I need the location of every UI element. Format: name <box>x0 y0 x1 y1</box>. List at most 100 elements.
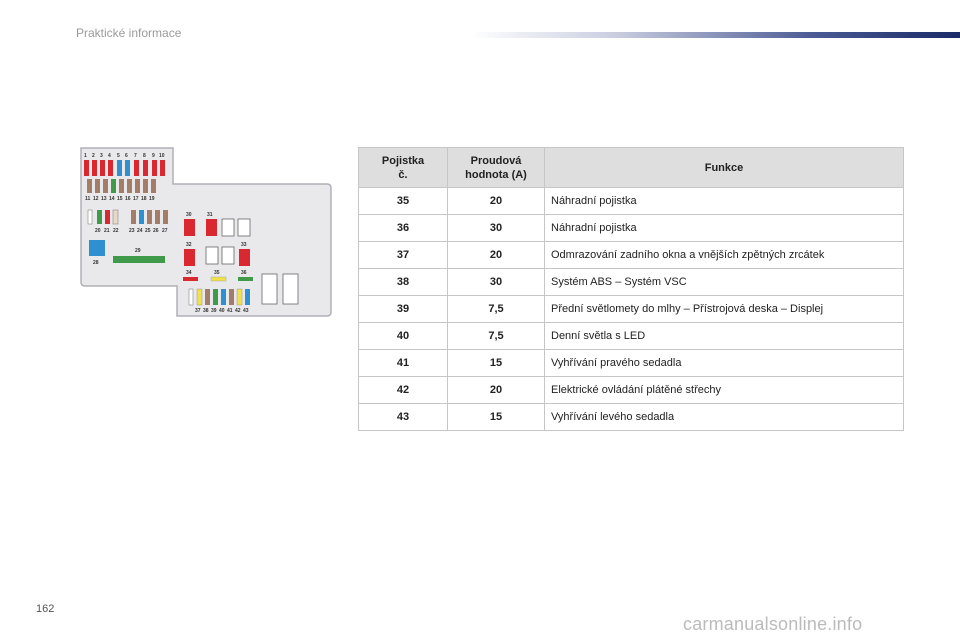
relay-slot-d <box>221 246 235 265</box>
fuse-rating: 7,5 <box>447 322 545 350</box>
table-row: 35 20 Náhradní pojistka <box>358 187 904 215</box>
num-24: 24 <box>137 228 143 234</box>
num-10: 10 <box>159 153 165 159</box>
fuse-35 <box>210 276 227 282</box>
num-14: 14 <box>109 196 115 202</box>
num-16: 16 <box>125 196 131 202</box>
fuse-function: Elektrické ovládání plátěné střechy <box>544 376 904 404</box>
num-13: 13 <box>101 196 107 202</box>
fuse-34 <box>183 277 198 281</box>
fuse-number: 39 <box>358 295 448 323</box>
num-18: 18 <box>141 196 147 202</box>
fuse-number: 41 <box>358 349 448 377</box>
fuse-rating: 20 <box>447 376 545 404</box>
num-40: 40 <box>219 308 225 314</box>
label-35: 35 <box>214 270 220 276</box>
num-38: 38 <box>203 308 209 314</box>
label-32: 32 <box>186 242 192 248</box>
num-27: 27 <box>162 228 168 234</box>
fuse-function: Náhradní pojistka <box>544 187 904 215</box>
fuse-29 <box>113 256 165 263</box>
table-row: 42 20 Elektrické ovládání plátěné střech… <box>358 376 904 404</box>
fuse-rating: 20 <box>447 187 545 215</box>
num-5: 5 <box>117 153 120 159</box>
relay-slot-f <box>282 273 299 305</box>
label-34: 34 <box>186 270 192 276</box>
header-rating-line1: Proudová <box>470 154 522 167</box>
num-12: 12 <box>93 196 99 202</box>
num-11: 11 <box>85 196 91 202</box>
fuse-function: Náhradní pojistka <box>544 214 904 242</box>
fuse-rating: 7,5 <box>447 295 545 323</box>
fuse-rating: 30 <box>447 268 545 296</box>
fuse-function: Systém ABS – Systém VSC <box>544 268 904 296</box>
fuse-function: Vyhřívání pravého sedadla <box>544 349 904 377</box>
fuse-number: 37 <box>358 241 448 269</box>
num-21: 21 <box>104 228 110 234</box>
num-22: 22 <box>113 228 119 234</box>
num-19: 19 <box>149 196 155 202</box>
label-36: 36 <box>241 270 247 276</box>
header-fuse-number: Pojistka č. <box>358 147 448 188</box>
fuse-number: 42 <box>358 376 448 404</box>
fuse-number: 35 <box>358 187 448 215</box>
fuse-rating: 20 <box>447 241 545 269</box>
fuse-row-3-left <box>87 209 119 225</box>
fuse-36 <box>238 277 253 281</box>
fuse-32 <box>184 249 195 266</box>
header-fuse-number-line2: č. <box>398 168 408 181</box>
num-4: 4 <box>108 153 111 159</box>
table-row: 41 15 Vyhřívání pravého sedadla <box>358 349 904 377</box>
num-20: 20 <box>95 228 101 234</box>
num-7: 7 <box>134 153 137 159</box>
fuse-function: Odmrazování zadního okna a vnějších zpět… <box>544 241 904 269</box>
num-15: 15 <box>117 196 123 202</box>
table-row: 36 30 Náhradní pojistka <box>358 214 904 242</box>
label-29: 29 <box>135 248 141 254</box>
fuse-box-diagram: 1 2 3 4 5 6 7 8 9 10 11 12 13 <box>80 147 332 317</box>
fuse-31 <box>206 219 217 236</box>
fuse-28 <box>89 240 105 256</box>
fuse-number: 40 <box>358 322 448 350</box>
num-8: 8 <box>143 153 146 159</box>
label-31: 31 <box>207 212 213 218</box>
fuse-row-2 <box>87 179 156 193</box>
fuse-function: Denní světla s LED <box>544 322 904 350</box>
fuse-number: 38 <box>358 268 448 296</box>
fuse-table: Pojistka č. Proudová hodnota (A) Funkce … <box>358 147 904 431</box>
fuse-33 <box>239 249 250 266</box>
num-23: 23 <box>129 228 135 234</box>
header-function: Funkce <box>544 147 904 188</box>
num-39: 39 <box>211 308 217 314</box>
num-42: 42 <box>235 308 241 314</box>
num-9: 9 <box>152 153 155 159</box>
label-33: 33 <box>241 242 247 248</box>
fuse-row-bottom <box>188 288 250 306</box>
table-row: 39 7,5 Přední světlomety do mlhy – Příst… <box>358 295 904 323</box>
fuse-function: Vyhřívání levého sedadla <box>544 403 904 431</box>
fuse-number: 43 <box>358 403 448 431</box>
fuse-30 <box>184 219 195 236</box>
fuse-function: Přední světlomety do mlhy – Přístrojová … <box>544 295 904 323</box>
header-rating-line2: hodnota (A) <box>465 168 527 181</box>
page-number: 162 <box>36 603 55 615</box>
num-41: 41 <box>227 308 233 314</box>
num-3: 3 <box>100 153 103 159</box>
fuse-rating: 15 <box>447 403 545 431</box>
num-25: 25 <box>145 228 151 234</box>
page-header-title: Praktické informace <box>76 26 182 40</box>
relay-slot-e <box>261 273 278 305</box>
num-26: 26 <box>153 228 159 234</box>
watermark: carmanualsonline.info <box>683 614 863 634</box>
fuse-rating: 30 <box>447 214 545 242</box>
table-row: 40 7,5 Denní světla s LED <box>358 322 904 350</box>
table-header-row: Pojistka č. Proudová hodnota (A) Funkce <box>358 147 904 188</box>
table-row: 37 20 Odmrazování zadního okna a vnějšíc… <box>358 241 904 269</box>
header-decor-bar <box>470 32 960 38</box>
label-28: 28 <box>93 260 99 266</box>
relay-slot-c <box>205 246 219 265</box>
num-2: 2 <box>92 153 95 159</box>
label-30: 30 <box>186 212 192 218</box>
fuse-rating: 15 <box>447 349 545 377</box>
relay-slot-a <box>221 218 235 237</box>
